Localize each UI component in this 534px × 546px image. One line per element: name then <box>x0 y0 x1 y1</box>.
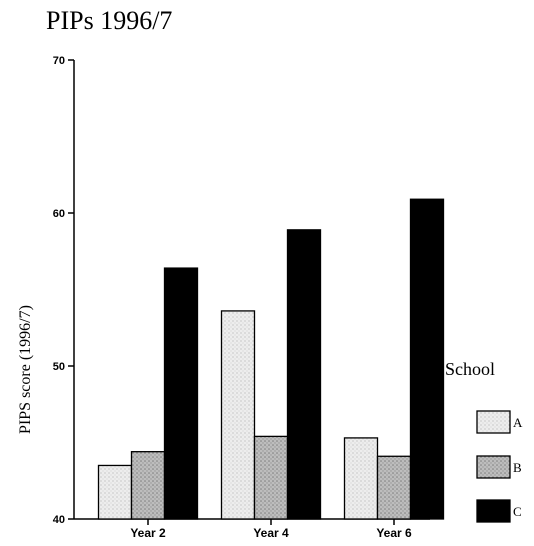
legend-label-c: C <box>513 504 522 519</box>
legend-title: School <box>445 359 495 379</box>
y-tick-label: 70 <box>53 55 65 67</box>
bar-a-year-6 <box>343 437 379 520</box>
bar-c-year-2 <box>163 267 199 520</box>
x-tick-label: Year 4 <box>253 526 289 540</box>
bar-a-year-2 <box>97 464 133 520</box>
y-tick-label: 60 <box>53 208 65 220</box>
y-tick-label: 40 <box>53 514 65 526</box>
legend-swatch-a <box>476 410 511 434</box>
bar-b-year-4 <box>253 435 289 520</box>
chart-title: PIPs 1996/7 <box>46 6 173 35</box>
x-tick-label: Year 6 <box>376 526 412 540</box>
bar-c-year-4 <box>286 229 322 520</box>
legend-swatch-b <box>476 455 511 479</box>
y-tick-label: 50 <box>53 361 65 373</box>
x-tick-label: Year 2 <box>130 526 166 540</box>
bar-b-year-2 <box>130 451 166 520</box>
bar-a-year-4 <box>220 310 256 520</box>
y-axis-title: PIPS score (1996/7) <box>17 305 34 434</box>
legend-swatch-c <box>476 499 511 523</box>
bar-c-year-6 <box>409 198 445 520</box>
legend-label-a: A <box>513 415 523 430</box>
legend-label-b: B <box>513 460 522 475</box>
bar-b-year-6 <box>376 455 412 520</box>
